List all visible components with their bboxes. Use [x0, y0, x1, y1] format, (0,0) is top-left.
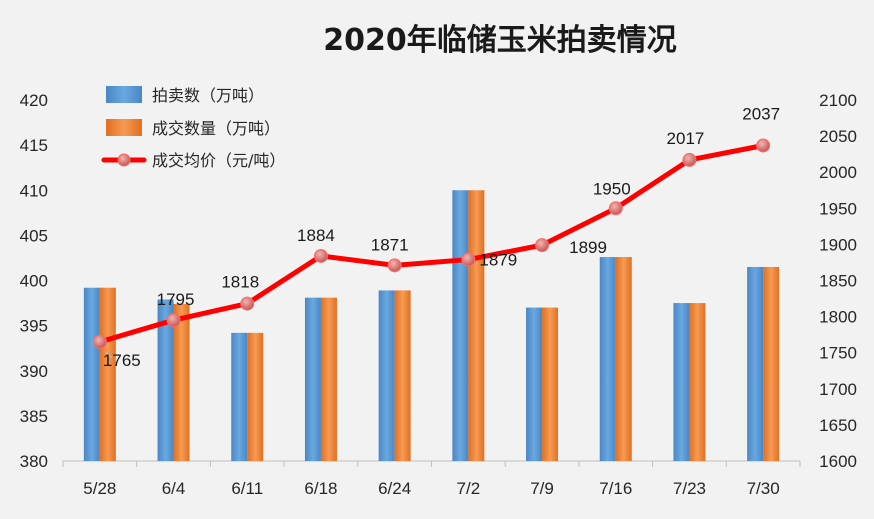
price-marker [240, 296, 255, 311]
y-right-tick-label: 2100 [819, 91, 857, 110]
x-tick-label: 6/4 [162, 479, 186, 498]
y-left-tick-label: 405 [20, 226, 48, 245]
price-marker [92, 334, 107, 349]
chart-title: 2020年临储玉米拍卖情况 [323, 23, 677, 58]
data-labels: 1765 1795 1818 1884 1871 1879 1899 1950 2017 2037 [103, 104, 780, 369]
y-left-tick-label: 415 [20, 136, 48, 155]
y-left-tick-label: 390 [20, 362, 48, 381]
price-marker [535, 238, 550, 253]
y-right-tick-label: 2000 [819, 163, 857, 182]
legend-label-price: 成交均价（元/吨） [152, 151, 285, 170]
price-data-label: 2037 [742, 104, 780, 123]
legend-marker-price [117, 153, 131, 167]
legend-swatch-auction [106, 86, 142, 103]
legend-label-volume: 成交数量（万吨） [152, 119, 280, 138]
y-right-tick-label: 2050 [819, 127, 857, 146]
price-marker [608, 201, 623, 216]
bar-volume [615, 257, 632, 461]
bar-auction [157, 299, 174, 461]
bar-auction [83, 287, 100, 461]
legend-label-auction: 拍卖数（万吨） [152, 86, 264, 105]
price-data-label: 1899 [569, 238, 607, 257]
price-data-label: 1950 [593, 179, 631, 198]
y-left-tick-label: 380 [20, 452, 48, 471]
x-tick-label: 7/23 [673, 479, 706, 498]
price-data-label: 1765 [103, 351, 141, 370]
price-marker [166, 313, 181, 328]
bar-auction [526, 307, 543, 461]
price-data-label: 1871 [371, 235, 409, 254]
axes: 5/28 6/4 6/11 6/18 6/24 7/2 7/9 7/16 7/23 7/30 380… [20, 91, 857, 498]
price-series-line [97, 142, 766, 345]
price-data-label: 1884 [297, 226, 335, 245]
bar-auction [231, 332, 248, 461]
price-line [92, 138, 771, 349]
x-tick-label: 6/11 [231, 479, 263, 498]
legend: 拍卖数（万吨） 成交数量（万吨） 成交均价（元/吨） [101, 86, 285, 170]
price-data-label: 1795 [157, 290, 195, 309]
y-right-tick-label: 1700 [819, 380, 857, 399]
y-left-tick-label: 385 [20, 407, 48, 426]
y-left-tick-label: 395 [20, 317, 48, 336]
x-tick-label: 7/9 [530, 479, 554, 498]
bar-volume [763, 266, 780, 461]
bar-volume [99, 287, 116, 461]
y-right-tick-label: 1800 [819, 308, 857, 327]
bar-volume [173, 303, 190, 461]
x-tick-label: 7/16 [599, 479, 632, 498]
price-marker [756, 138, 771, 153]
price-marker [387, 258, 402, 273]
price-data-label: 1818 [221, 273, 259, 292]
y-right-tick-label: 1850 [819, 272, 857, 291]
bar-volume [247, 332, 264, 461]
y-right-tick-label: 1650 [819, 416, 857, 435]
y-right-tick-label: 1950 [819, 199, 857, 218]
y-left-tick-label: 410 [20, 181, 48, 200]
label-leader-line [105, 351, 113, 359]
x-tick-label: 6/18 [304, 479, 337, 498]
price-marker [682, 152, 697, 167]
bar-auction [378, 290, 395, 461]
bar-auction [304, 297, 321, 461]
bar-auction [452, 190, 469, 461]
price-data-label: 1879 [479, 251, 517, 270]
bar-volume [689, 303, 706, 461]
bar-volume [320, 297, 337, 461]
x-tick-label: 5/28 [83, 479, 116, 498]
bar-auction [747, 266, 764, 461]
legend-swatch-volume [106, 119, 142, 136]
y-left-tick-label: 400 [20, 272, 48, 291]
y-right-tick-label: 1600 [819, 452, 857, 471]
bar-volume [542, 307, 559, 461]
bar-volume [394, 290, 411, 461]
bar-volume [468, 190, 485, 461]
x-tick-label: 7/30 [747, 479, 780, 498]
bar-auction [673, 303, 690, 461]
y-right-tick-label: 1750 [819, 344, 857, 363]
x-tick-label: 6/24 [378, 479, 411, 498]
price-marker [313, 248, 328, 263]
price-data-label: 2017 [667, 129, 705, 148]
x-tick-label: 7/2 [457, 479, 481, 498]
bar-auction [599, 257, 616, 461]
y-right-tick-label: 1900 [819, 235, 857, 254]
price-marker [461, 252, 476, 267]
y-left-tick-label: 420 [20, 91, 48, 110]
bars [83, 190, 780, 461]
